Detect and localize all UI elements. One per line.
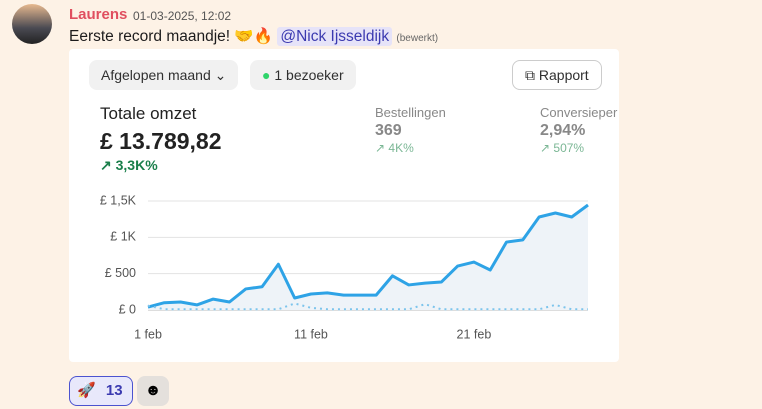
metric-label: Totale omzet — [100, 104, 197, 123]
visitors: ● 1 bezoeker — [250, 60, 356, 90]
y-tick-label: £ 0 — [119, 302, 136, 316]
line — [147, 203, 589, 309]
line — [147, 302, 588, 311]
emojis: 🤝🔥 — [234, 28, 274, 45]
x-tick-label: 11 feb — [294, 327, 328, 341]
area — [148, 204, 588, 310]
metric-label: Bestellingen — [375, 105, 446, 120]
metric-value: 2,94% — [540, 122, 586, 139]
change: 507% — [553, 141, 585, 155]
text: Eerste record maandje! — [69, 28, 231, 45]
report-button[interactable]: ⧉ Rapport — [512, 60, 602, 90]
label: Rapport — [538, 67, 589, 83]
chart: £ 0 £ 500 £ 1K £ 1,5K 1 feb 11 feb 21 feb — [100, 193, 589, 341]
label: Afgelopen maand — [101, 67, 211, 83]
change: 3,3K% — [115, 157, 158, 173]
metric-value: £ 13.789,82 — [100, 128, 222, 154]
y-tick-label: £ 1,5K — [100, 193, 137, 207]
metric-change: ↗ 507% — [540, 141, 585, 155]
reaction[interactable]: 🚀 13 — [69, 376, 133, 406]
count: 13 — [105, 382, 123, 399]
y-tick-label: £ 1K — [110, 230, 136, 244]
emoji: 🚀 — [77, 382, 96, 399]
x-tick-label: 1 feb — [134, 327, 162, 341]
label: 1 bezoeker — [274, 67, 344, 83]
change: 4K% — [388, 141, 414, 155]
metric-change: ↗ 3,3K% — [100, 157, 158, 173]
analytics-card: Afgelopen maand ⌄ ● 1 bezoeker ⧉ Rapport… — [69, 49, 619, 362]
add-reaction[interactable]: ☻ — [137, 376, 169, 406]
y-tick-label: £ 500 — [105, 266, 136, 280]
metric-value: 369 — [375, 122, 402, 139]
period-button[interactable]: Afgelopen maand ⌄ — [89, 60, 239, 90]
metric-label: Conversieper — [540, 105, 618, 120]
avatar[interactable] — [12, 4, 52, 44]
x-tick-label: 21 feb — [457, 327, 492, 341]
author[interactable]: Laurens — [69, 6, 128, 23]
edited: (bewerkt) — [396, 33, 439, 44]
metric-change: ↗ 4K% — [375, 141, 414, 155]
mention[interactable]: @Nick Ijsseldijk — [277, 27, 393, 46]
timestamp: 01-03-2025, 12:02 — [133, 9, 232, 23]
message-text: Eerste record maandje! 🤝🔥 @Nick Ijsseldi… — [69, 27, 438, 46]
